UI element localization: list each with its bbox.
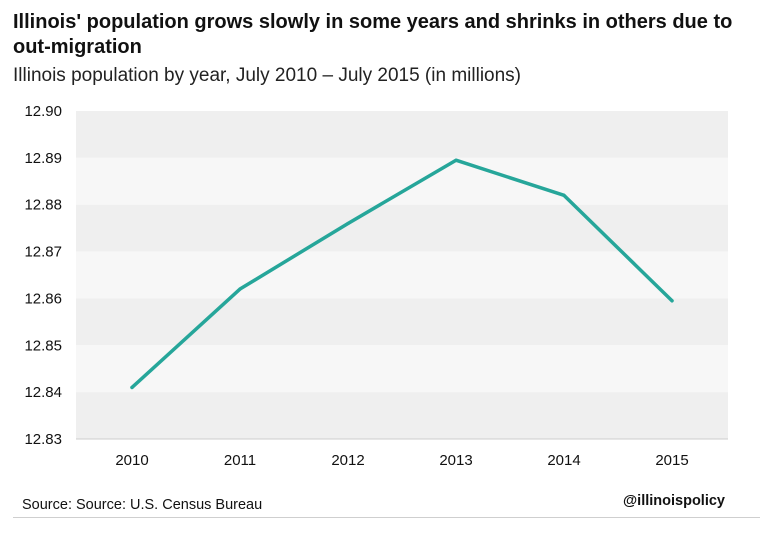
y-tick-label: 12.87: [24, 244, 62, 261]
social-handle: @illinoispolicy: [623, 493, 725, 509]
chart-subtitle: Illinois population by year, July 2010 –…: [13, 65, 521, 86]
chart-title: Illinois' population grows slowly in som…: [13, 11, 733, 58]
source-note: Source: Source: U.S. Census Bureau: [22, 497, 263, 513]
grid-band: [76, 251, 728, 299]
y-tick-label: 12.86: [24, 290, 62, 307]
x-axis-ticks: 2010 2011 2012 2013 2014 2015: [115, 452, 688, 469]
chart-background-bands: [76, 111, 728, 440]
footer-divider: [13, 517, 760, 518]
x-tick-label: 2015: [655, 452, 688, 469]
data-point: [562, 193, 566, 197]
y-axis-ticks: 12.90 12.89 12.88 12.87 12.86 12.85 12.84 12.83: [24, 103, 62, 448]
data-point: [346, 221, 350, 226]
grid-band: [76, 298, 728, 346]
x-tick-label: 2014: [547, 452, 580, 469]
y-tick-label: 12.85: [24, 337, 62, 354]
y-tick-label: 12.88: [24, 197, 62, 214]
grid-band: [76, 392, 728, 439]
grid-band: [76, 157, 728, 205]
x-tick-label: 2013: [439, 452, 472, 469]
y-tick-label: 12.84: [24, 384, 62, 401]
grid-band: [76, 204, 728, 252]
data-point: [454, 158, 458, 162]
chart-series: [130, 158, 674, 390]
y-tick-label: 12.89: [24, 150, 62, 167]
data-point: [670, 299, 674, 303]
data-point: [130, 385, 134, 390]
series-line: [130, 158, 674, 390]
x-tick-label: 2010: [115, 452, 148, 469]
grid-band: [76, 345, 728, 393]
grid-band: [76, 111, 728, 158]
y-tick-label: 12.83: [24, 431, 62, 448]
data-point: [238, 287, 242, 291]
x-tick-label: 2012: [331, 452, 364, 469]
x-tick-label: 2011: [224, 452, 256, 469]
y-tick-label: 12.90: [24, 103, 62, 120]
